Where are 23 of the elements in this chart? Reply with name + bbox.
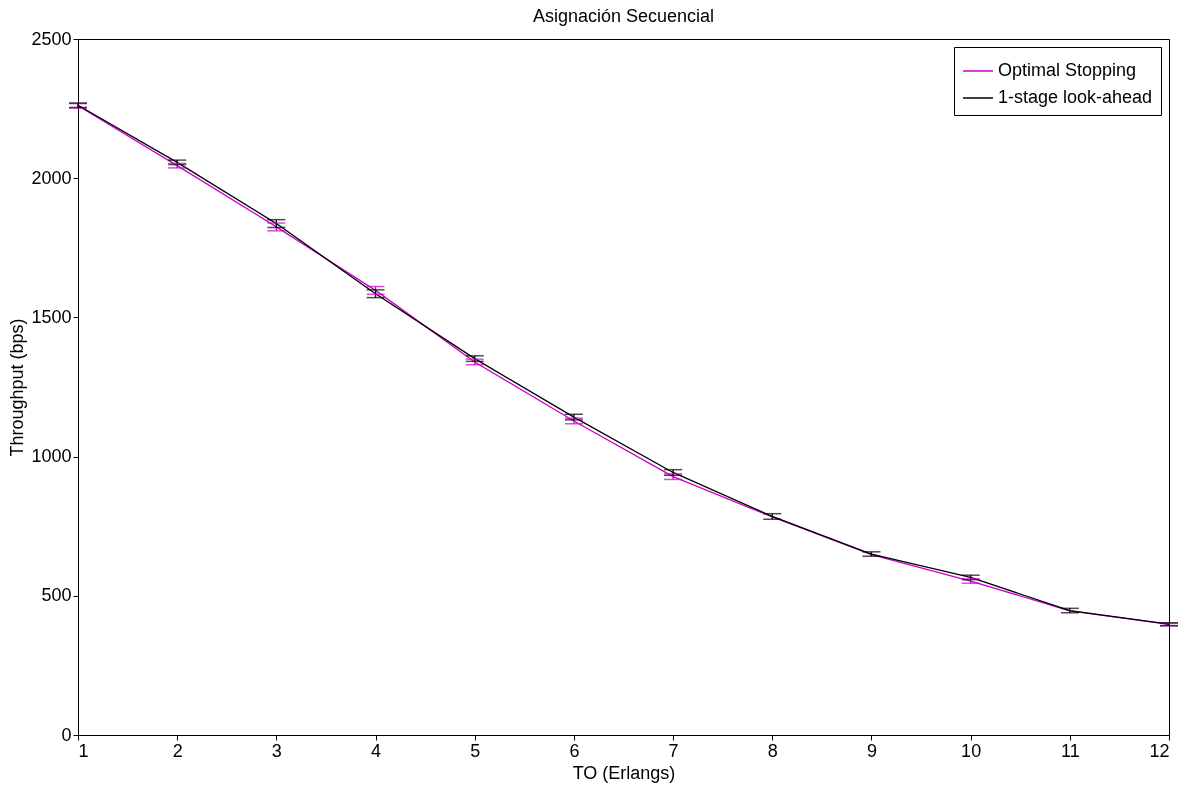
x-tick-label: 3 <box>271 740 282 761</box>
legend-label: 1-stage look-ahead <box>998 87 1153 107</box>
x-tick-label: 4 <box>371 740 382 761</box>
y-tick-label: 1500 <box>31 306 72 327</box>
x-tick-label: 9 <box>866 740 877 761</box>
y-tick-label: 500 <box>41 585 72 606</box>
x-tick-label: 8 <box>767 740 778 761</box>
legend-label: Optimal Stopping <box>998 60 1137 80</box>
x-tick-label: 5 <box>470 740 481 761</box>
x-tick-label: 12 <box>1149 740 1170 761</box>
y-tick-label: 2500 <box>31 28 72 49</box>
x-tick-label: 2 <box>172 740 183 761</box>
x-tick-label: 6 <box>569 740 580 761</box>
y-axis-title: Throughput (bps) <box>7 318 28 457</box>
x-tick-label: 10 <box>961 740 982 761</box>
x-axis-title: TO (Erlangs) <box>572 762 676 783</box>
x-tick-label: 11 <box>1060 740 1080 761</box>
y-tick-label: 2000 <box>31 167 72 188</box>
x-tick-label: 1 <box>78 740 89 761</box>
x-tick-label: 7 <box>668 740 679 761</box>
y-tick-label: 1000 <box>31 446 72 467</box>
y-tick-label: 0 <box>61 724 72 745</box>
chart-title: Asignación Secuencial <box>532 6 715 26</box>
